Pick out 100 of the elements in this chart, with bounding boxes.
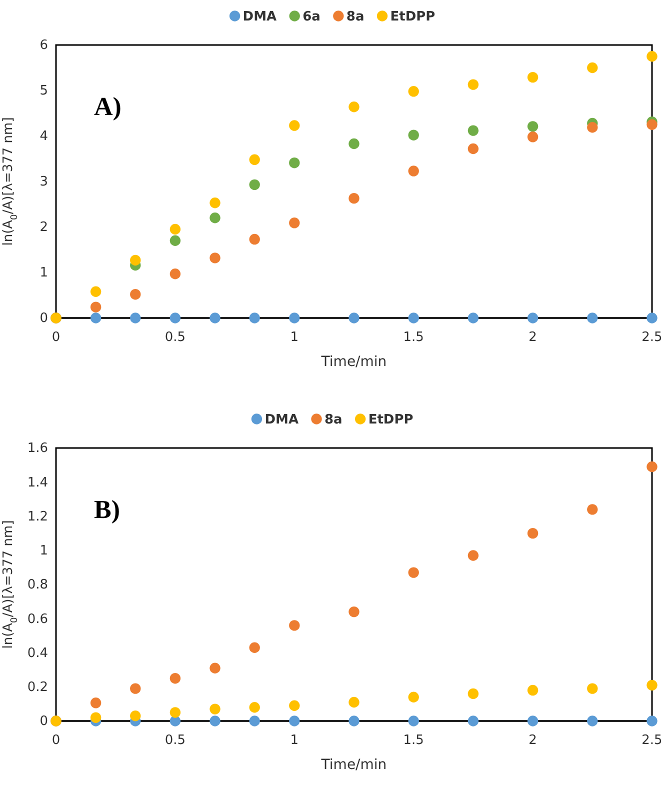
point [249, 179, 260, 190]
y-tick-label: 0 [40, 714, 48, 730]
point [348, 716, 360, 726]
x-tick-label: 1.5 [403, 733, 424, 748]
point [90, 712, 102, 723]
point [170, 673, 181, 684]
point [289, 120, 300, 131]
point [468, 125, 479, 136]
point [527, 684, 538, 696]
y-tick-label: 1 [40, 266, 48, 281]
point [210, 704, 220, 714]
point [527, 312, 538, 324]
y-tick-label: 0.2 [27, 680, 48, 696]
point [170, 235, 181, 246]
y-tick-label: 1.2 [27, 509, 48, 524]
y-tick-label: 2 [40, 220, 48, 236]
point [468, 143, 479, 154]
point [90, 698, 102, 708]
point [527, 716, 538, 726]
point [249, 154, 260, 165]
x-tick-label: 2.5 [642, 733, 662, 748]
x-axis-title: Time/min [320, 354, 387, 370]
point [90, 302, 102, 312]
point [348, 312, 360, 324]
point [468, 716, 479, 726]
legend-label: EtDPP [390, 10, 436, 25]
y-tick-label: 1.4 [27, 475, 48, 490]
point [646, 680, 658, 691]
y-tick-label: 1 [40, 544, 48, 559]
legend-label: EtDPP [368, 412, 414, 428]
point [348, 696, 360, 708]
point [527, 121, 538, 132]
point [587, 122, 598, 133]
point [587, 716, 598, 726]
point [249, 642, 260, 653]
x-tick-label: 2.5 [642, 330, 662, 346]
y-tick-label: 4 [40, 129, 48, 144]
point [210, 252, 220, 264]
point [170, 707, 181, 718]
point [408, 86, 419, 97]
point [348, 138, 360, 150]
point [210, 312, 220, 324]
point [289, 716, 300, 726]
point [527, 132, 538, 142]
point [646, 119, 658, 130]
point [646, 716, 658, 726]
point [527, 72, 538, 83]
y-tick-label: 0.8 [27, 578, 48, 593]
point [289, 312, 300, 324]
point [210, 198, 220, 208]
x-axis-title: Time/min [320, 757, 387, 773]
point [130, 710, 141, 722]
point [90, 286, 102, 297]
point [249, 716, 260, 726]
point [468, 312, 479, 324]
y-tick-label: 3 [40, 174, 48, 190]
point [348, 102, 360, 112]
point [408, 130, 419, 140]
point [646, 51, 658, 62]
legend-label: DMA [264, 412, 299, 428]
point [90, 312, 102, 324]
legend-label: DMA [242, 10, 277, 25]
x-tick-label: 1.5 [403, 330, 424, 346]
annotation: B) [94, 495, 120, 524]
point [170, 268, 181, 280]
point [130, 683, 141, 694]
point [468, 550, 479, 561]
point [348, 192, 360, 204]
point [289, 218, 300, 228]
x-tick-label: 1 [290, 733, 299, 748]
point [587, 683, 598, 694]
point [289, 700, 300, 711]
point [527, 528, 538, 539]
point [468, 688, 479, 700]
x-tick-label: 0.5 [164, 733, 186, 748]
x-tick-label: 0 [52, 330, 60, 346]
x-tick-label: 2 [528, 330, 537, 346]
point [468, 79, 479, 90]
point [210, 662, 220, 674]
y-tick-label: 0 [40, 311, 48, 326]
y-tick-label: 1.6 [27, 441, 48, 456]
point [587, 504, 598, 515]
point [587, 312, 598, 324]
point [210, 212, 220, 224]
point [408, 716, 419, 726]
legend-label: 8a [346, 10, 364, 25]
point [587, 62, 598, 74]
point [408, 166, 419, 176]
y-tick-label: 0.6 [27, 612, 48, 627]
point [646, 312, 658, 324]
point [289, 158, 300, 168]
point [408, 567, 419, 578]
legend-label: 6a [302, 10, 320, 25]
point [130, 254, 141, 266]
point [170, 312, 181, 324]
point [249, 312, 260, 324]
x-tick-label: 2 [528, 733, 537, 748]
point [348, 606, 360, 618]
x-tick-label: 0.5 [164, 330, 186, 346]
point [210, 716, 220, 726]
